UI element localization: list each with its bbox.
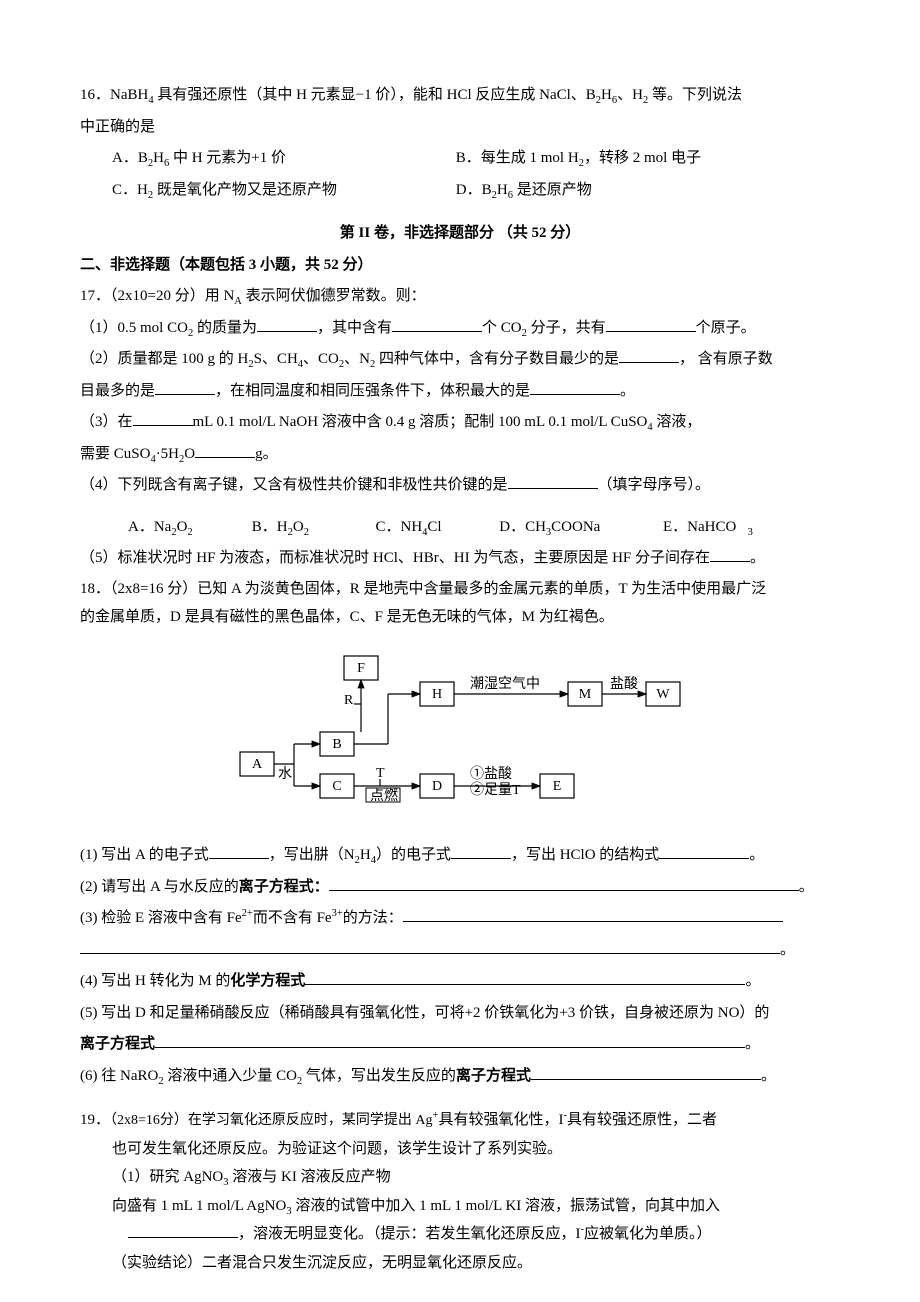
q16-stem-line2: 中正确的是 bbox=[80, 112, 840, 144]
q18-p3-l1: (3) 检验 E 溶液中含有 Fe2+而不含有 Fe3+的方法： bbox=[80, 903, 840, 935]
q18-head-l2: 的金属单质，D 是具有磁性的黑色晶体，C、F 是无色无味的气体，M 为红褐色。 bbox=[80, 603, 840, 632]
q16-opt-c: C．H bbox=[112, 182, 148, 198]
q17-p2-l1: （2）质量都是 100 g 的 H2S、CH4、CO2、N2 四种气体中，含有分… bbox=[80, 344, 840, 376]
q19-p1-l4: （实验结论）二者混合只发生沉淀反应，无明显氧化还原反应。 bbox=[80, 1249, 840, 1278]
q19-p1-blank bbox=[128, 1222, 238, 1238]
q18-p6-blank bbox=[531, 1064, 761, 1080]
q16-opt-d: D．B bbox=[456, 182, 492, 198]
q16-opt-b: B．每生成 1 mol H bbox=[456, 150, 579, 166]
svg-text:M: M bbox=[579, 687, 592, 702]
svg-text:②足量T: ②足量T bbox=[470, 782, 521, 798]
q18-p1-blank2 bbox=[451, 843, 511, 859]
q18-p6: (6) 往 NaRO2 溶液中通入少量 CO2 气体，写出发生反应的离子方程式。 bbox=[80, 1061, 840, 1093]
q18-p4: (4) 写出 H 转化为 M 的化学方程式。 bbox=[80, 966, 840, 998]
q17-p3-l2: 需要 CuSO4·5H2Og。 bbox=[80, 439, 840, 471]
q17-p4-blank bbox=[508, 473, 598, 489]
svg-text:H: H bbox=[432, 687, 442, 702]
q17-p2-blank1 bbox=[619, 347, 679, 363]
q16-stem-c: H bbox=[601, 87, 612, 103]
svg-text:A: A bbox=[252, 757, 263, 772]
svg-text:T: T bbox=[376, 766, 385, 781]
q16-stem-line1: 16．NaBH4 具有强还原性（其中 H 元素显−1 价），能和 HCl 反应生… bbox=[80, 80, 840, 112]
q18-p1-blank3 bbox=[659, 843, 749, 859]
q18-p2: (2) 请写出 A 与水反应的离子方程式：。 bbox=[80, 872, 840, 904]
q17-p2-blank2 bbox=[155, 379, 215, 395]
q19-p1-l1: （1）研究 AgNO3 溶液与 KI 溶液反应产物 bbox=[80, 1163, 840, 1192]
section2-title: 第 II 卷，非选择题部分 （共 52 分） bbox=[80, 218, 840, 250]
q17-p3-l1: （3）在mL 0.1 mol/L NaOH 溶液中含 0.4 g 溶质；配制 1… bbox=[80, 407, 840, 439]
svg-text:B: B bbox=[332, 737, 341, 752]
q19-p1-l2: 向盛有 1 mL 1 mol/L AgNO3 溶液的试管中加入 1 mL 1 m… bbox=[80, 1192, 840, 1221]
q18-p4-blank bbox=[305, 969, 745, 985]
q18-p1: (1) 写出 A 的电子式，写出肼（N2H4）的电子式，写出 HClO 的结构式… bbox=[80, 840, 840, 872]
q16-stem-b: 具有强还原性（其中 H 元素显−1 价），能和 HCl 反应生成 NaCl、B bbox=[154, 87, 596, 103]
q18-diagram: A B C F H D E M W bbox=[80, 642, 840, 825]
q17-head: 17．（2x10=20 分）用 NA 表示阿伏伽德罗常数。则： bbox=[80, 281, 840, 313]
svg-text:W: W bbox=[656, 687, 670, 702]
q16-stem-e: 等。下列说法 bbox=[648, 87, 742, 103]
svg-text:水: 水 bbox=[278, 766, 292, 782]
q17-p1-blank1 bbox=[257, 316, 317, 332]
q18-p5-l2: 离子方程式。 bbox=[80, 1029, 840, 1061]
q18-p5-blank bbox=[155, 1032, 745, 1048]
q17-p1: （1）0.5 mol CO2 的质量为，其中含有个 CO2 分子，共有个原子。 bbox=[80, 313, 840, 345]
q18-p3-l2: 。 bbox=[80, 935, 840, 967]
q16-options-row2: C．H2 既是氧化产物又是还原产物 D．B2H6 是还原产物 bbox=[80, 175, 840, 207]
q17-p3-blank1 bbox=[133, 410, 193, 426]
q16-opt-a: A．B bbox=[112, 150, 148, 166]
svg-text:E: E bbox=[553, 779, 562, 794]
q17-p2-l2: 目最多的是，在相同温度和相同压强条件下，体积最大的是。 bbox=[80, 376, 840, 408]
svg-text:①盐酸: ①盐酸 bbox=[470, 766, 512, 782]
q17-p1-blank3 bbox=[606, 316, 696, 332]
q18-p5-l1: (5) 写出 D 和足量稀硝酸反应（稀硝酸具有强氧化性，可将+2 价铁氧化为+3… bbox=[80, 998, 840, 1030]
svg-text:潮湿空气中: 潮湿空气中 bbox=[470, 676, 540, 692]
q18-p3-blank1 bbox=[403, 906, 783, 922]
q17-p4: （4）下列既含有离子键，又含有极性共价键和非极性共价键的是（填字母序号）。 bbox=[80, 470, 840, 502]
svg-text:R: R bbox=[344, 693, 354, 708]
q17-p3-blank2 bbox=[195, 442, 255, 458]
q18-p3-blank2 bbox=[80, 938, 780, 954]
svg-text:点燃: 点燃 bbox=[370, 787, 398, 804]
svg-text:盐酸: 盐酸 bbox=[610, 676, 638, 692]
svg-text:C: C bbox=[332, 779, 341, 794]
q17-p1-blank2 bbox=[392, 316, 482, 332]
q19-p1-l3: ，溶液无明显变化。（提示：若发生氧化还原反应，I-应被氧化为单质。） bbox=[80, 1220, 840, 1249]
svg-text:F: F bbox=[357, 661, 365, 676]
q18-head-l1: 18．（2x8=16 分）已知 A 为淡黄色固体，R 是地壳中含量最多的金属元素… bbox=[80, 575, 840, 604]
q17-p5: （5）标准状况时 HF 为液态，而标准状况时 HCl、HBr、HI 为气态，主要… bbox=[80, 543, 840, 575]
q17-p4-options: A．Na2O2 B．H2O2 C．NH4Cl D．CH3COONa E．NaHC… bbox=[80, 512, 840, 544]
q16-stem-d: 、H bbox=[617, 87, 643, 103]
diagram-node-labels: A B C F H D E M W bbox=[252, 661, 670, 794]
q17-p5-blank bbox=[710, 546, 750, 562]
q19-head-l2: 也可发生氧化还原反应。为验证这个问题，该学生设计了系列实验。 bbox=[80, 1135, 840, 1164]
page: 16．NaBH4 具有强还原性（其中 H 元素显−1 价），能和 HCl 反应生… bbox=[0, 0, 920, 1302]
q18-p1-blank1 bbox=[209, 843, 269, 859]
q16-stem-a: 16．NaBH bbox=[80, 87, 148, 103]
q17-p2-blank3 bbox=[530, 379, 620, 395]
section2-sub: 二、非选择题（本题包括 3 小题，共 52 分） bbox=[80, 250, 840, 282]
q18-p2-blank bbox=[329, 875, 799, 891]
svg-text:D: D bbox=[432, 779, 442, 794]
q16-options-row1: A．B2H6 中 H 元素为+1 价 B．每生成 1 mol H2，转移 2 m… bbox=[80, 143, 840, 175]
q19-head-l1: 19．（2x8=16分）在学习氧化还原反应时，某同学提出 Ag+具有较强氧化性，… bbox=[80, 1106, 840, 1135]
